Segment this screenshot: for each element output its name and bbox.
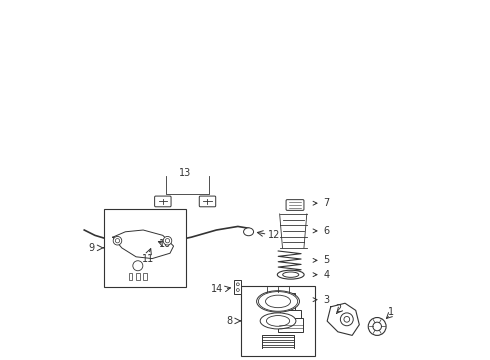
Text: 8: 8 xyxy=(226,316,232,326)
Bar xyxy=(129,273,132,280)
Text: 1: 1 xyxy=(389,307,394,317)
Ellipse shape xyxy=(260,313,296,329)
Bar xyxy=(280,310,301,318)
Text: 10: 10 xyxy=(159,239,171,249)
Circle shape xyxy=(341,313,353,326)
FancyBboxPatch shape xyxy=(155,196,171,207)
Ellipse shape xyxy=(257,291,299,312)
Circle shape xyxy=(163,237,172,245)
Text: 2: 2 xyxy=(336,303,342,314)
Bar xyxy=(287,293,295,332)
Bar xyxy=(278,318,303,332)
Circle shape xyxy=(113,237,122,245)
FancyBboxPatch shape xyxy=(199,196,216,207)
Text: 14: 14 xyxy=(211,284,223,294)
Ellipse shape xyxy=(244,228,253,236)
Polygon shape xyxy=(113,230,173,258)
Text: 6: 6 xyxy=(313,226,330,236)
Text: 4: 4 xyxy=(313,270,330,280)
Circle shape xyxy=(368,318,386,336)
Text: 13: 13 xyxy=(179,168,191,178)
Bar xyxy=(104,208,186,287)
Bar xyxy=(242,286,315,356)
Bar xyxy=(136,273,140,280)
Text: 9: 9 xyxy=(89,243,95,253)
Bar xyxy=(234,280,242,294)
FancyBboxPatch shape xyxy=(286,200,304,210)
Text: 3: 3 xyxy=(313,295,330,305)
Text: 7: 7 xyxy=(313,198,330,208)
Bar xyxy=(143,273,147,280)
Ellipse shape xyxy=(277,270,304,279)
Text: 11: 11 xyxy=(143,253,155,264)
Text: 5: 5 xyxy=(313,255,330,265)
Circle shape xyxy=(133,261,143,271)
Text: 12: 12 xyxy=(268,230,281,240)
